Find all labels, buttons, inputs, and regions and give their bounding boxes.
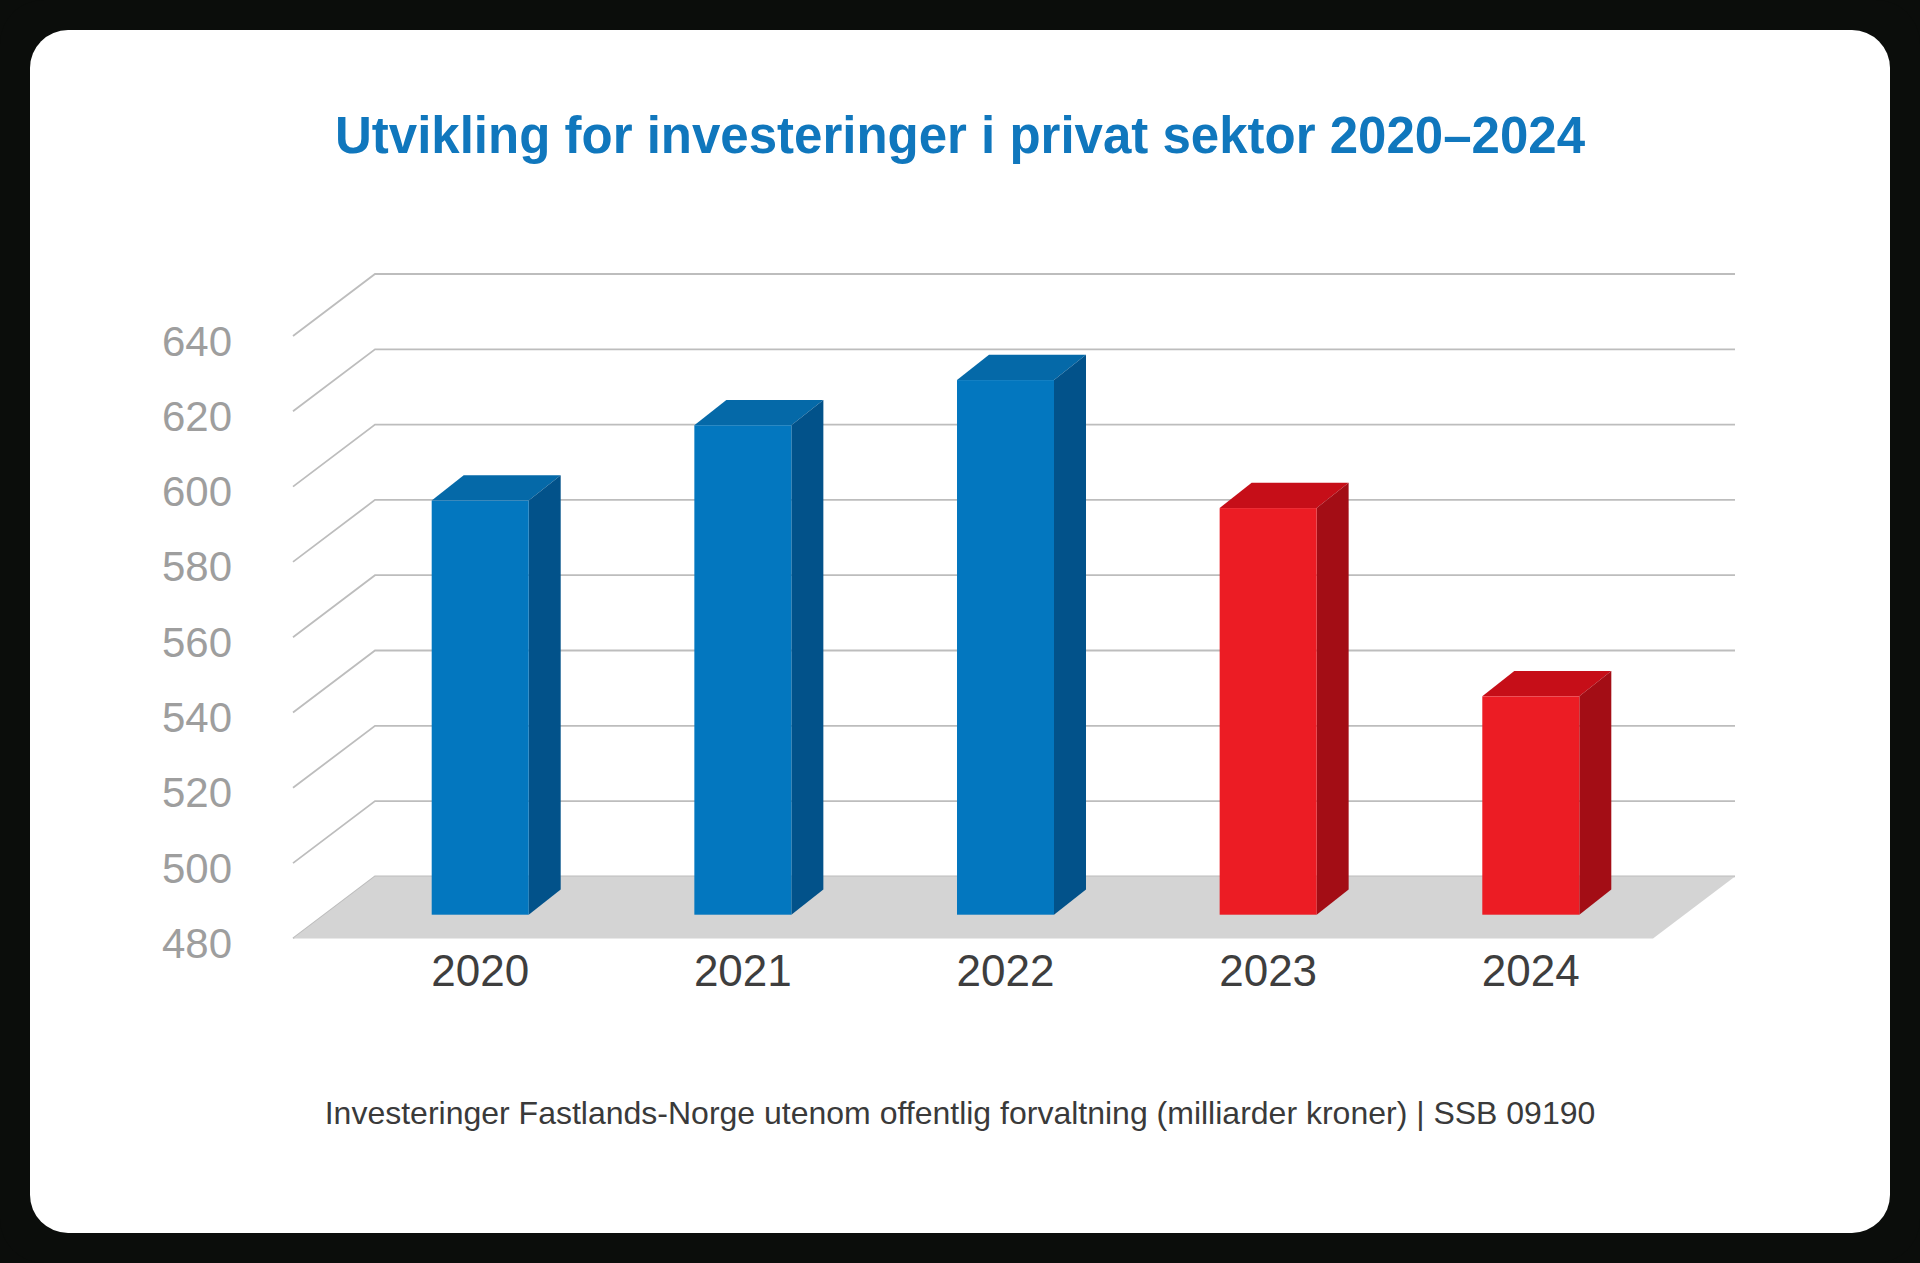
bar-front-face-2024: [1482, 696, 1579, 914]
x-tick-label-2020: 2020: [431, 946, 529, 995]
bar-2023: [1220, 483, 1349, 915]
y-tick-label-520: 520: [162, 769, 232, 816]
screenshot-stage: Utvikling for investeringer i privat sek…: [0, 0, 1920, 1263]
x-tick-label-2022: 2022: [957, 946, 1055, 995]
bar-front-face-2023: [1220, 508, 1317, 915]
bar-2021: [694, 400, 823, 915]
y-tick-label-540: 540: [162, 694, 232, 741]
x-tick-label-2021: 2021: [694, 946, 792, 995]
bar-front-face-2020: [432, 501, 529, 915]
bar-side-face-2022: [1054, 355, 1086, 915]
bar-2022: [957, 355, 1086, 915]
bar-side-face-2021: [791, 400, 823, 915]
y-tick-label-560: 560: [162, 619, 232, 666]
bar-side-face-2024: [1579, 671, 1611, 915]
y-tick-label-500: 500: [162, 845, 232, 892]
bar-front-face-2021: [694, 425, 791, 914]
bar-2024: [1482, 671, 1611, 915]
bar-side-face-2023: [1317, 483, 1349, 915]
bar-side-face-2020: [529, 475, 561, 914]
chart-caption: Investeringer Fastlands-Norge utenom off…: [0, 1095, 1920, 1132]
bar-chart-3d: 480 500 520 540 560 580 600 620 640 2020 2021 2022 2…: [0, 0, 1920, 1263]
x-tick-label-2024: 2024: [1482, 946, 1580, 995]
gridline-640: [293, 274, 1735, 336]
bars-layer: [432, 355, 1612, 915]
y-tick-label-480: 480: [162, 920, 232, 967]
bar-2020: [432, 475, 561, 914]
bar-front-face-2022: [957, 380, 1054, 915]
x-tick-label-2023: 2023: [1219, 946, 1317, 995]
y-tick-label-620: 620: [162, 393, 232, 440]
y-tick-label-600: 600: [162, 468, 232, 515]
y-tick-label-580: 580: [162, 543, 232, 590]
y-tick-label-640: 640: [162, 318, 232, 365]
